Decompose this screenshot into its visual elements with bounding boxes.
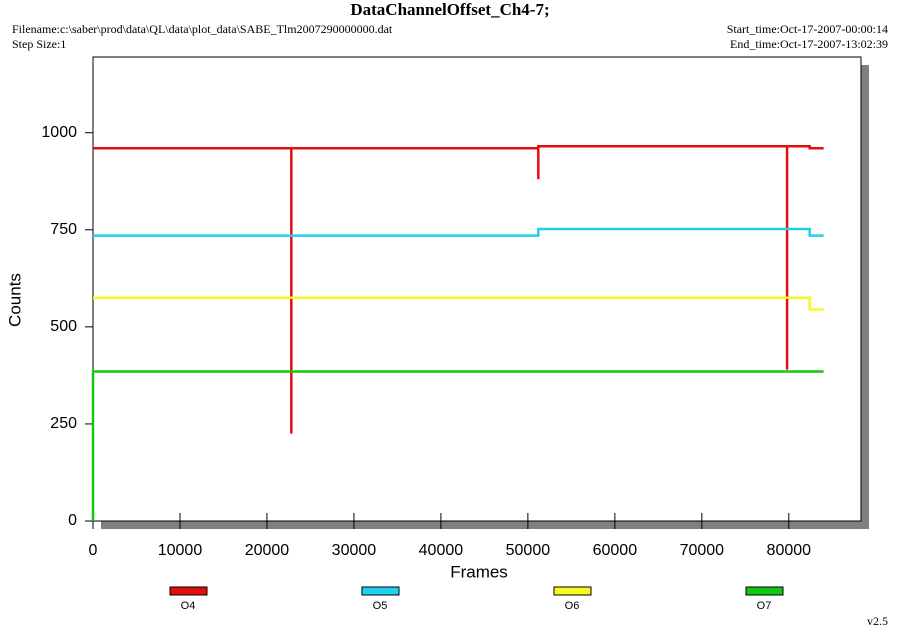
x-axis-label: Frames [450,562,508,581]
step-size: Step Size:1 [12,37,66,51]
end-time: End_time:Oct-17-2007-13:02:39 [730,37,888,51]
x-tick-label: 20000 [245,542,290,559]
y-tick-label: 1000 [41,124,77,141]
legend-swatch [169,586,208,596]
legend-label: O7 [757,600,772,612]
version: v2.5 [867,614,888,628]
series-line [93,145,824,434]
legend-swatch [553,586,592,596]
x-tick-label: 0 [89,542,98,559]
chart-title: DataChannelOffset_Ch4-7; [350,0,549,19]
legend-label: O5 [373,600,388,612]
series-line [93,227,824,237]
series-line [91,370,824,521]
start-time: Start_time:Oct-17-2007-00:00:14 [727,22,888,36]
y-tick-label: 250 [50,415,77,432]
filename: Filename:c:\saber\prod\data\QL\data\plot… [12,22,393,36]
legend-swatch [745,586,784,596]
legend-swatch [361,586,400,596]
plot-area [92,56,862,522]
x-tick-label: 80000 [767,542,812,559]
x-tick-label: 60000 [593,542,638,559]
x-tick-label: 30000 [332,542,377,559]
y-tick-label: 0 [68,512,77,529]
legend-label: O4 [181,600,196,612]
x-tick-label: 40000 [419,542,464,559]
x-tick-label: 70000 [680,542,725,559]
y-tick-label: 500 [50,318,77,335]
series-line [93,296,824,311]
x-tick-label: 10000 [158,542,203,559]
x-tick-label: 50000 [506,542,551,559]
legend-label: O6 [565,600,580,612]
y-tick-label: 750 [50,221,77,238]
y-axis-label: Counts [5,273,24,327]
